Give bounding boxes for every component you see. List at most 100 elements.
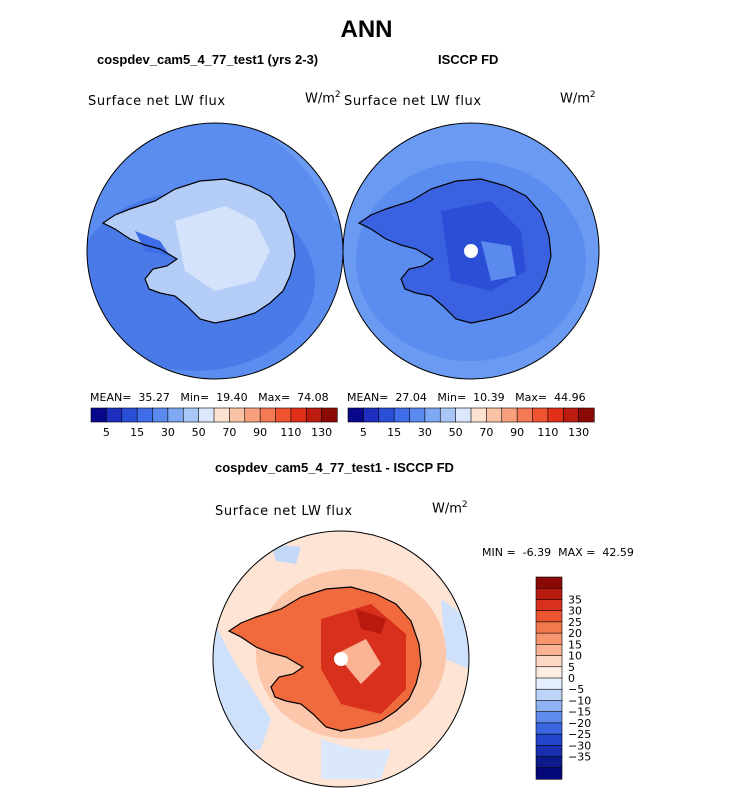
right-colorbar-tick-label: 90 xyxy=(510,426,524,439)
diff-colorbar-tick-label: −20 xyxy=(568,717,591,730)
right-colorbar: 5 15 30 50 70 90 110 130 xyxy=(347,407,595,439)
diff-colorbar-tick-label: −35 xyxy=(568,751,591,764)
right-colorbar-swatch xyxy=(347,407,364,423)
left-units-label: W/m2 xyxy=(305,90,341,107)
left-colorbar-swatch xyxy=(136,407,154,423)
diff-colorbar-swatch xyxy=(535,700,563,713)
right-colorbar-swatch xyxy=(516,407,534,423)
diff-colorbar-tick-label: −30 xyxy=(568,739,591,752)
left-colorbar-swatch xyxy=(229,407,246,423)
left-colorbar-tick-label: 130 xyxy=(311,426,332,439)
diff-colorbar-swatch xyxy=(535,711,563,724)
diff-colorbar-swatch xyxy=(535,644,563,657)
diff-colorbar-tick-label: 5 xyxy=(568,661,575,674)
left-colorbar-swatch xyxy=(198,407,215,423)
diff-panel-title: cospdev_cam5_4_77_test1 - ISCCP FD xyxy=(215,460,454,475)
left-colorbar-swatch xyxy=(152,407,169,423)
diff-colorbar-tick-label: 30 xyxy=(568,605,582,618)
diff-colorbar-swatch xyxy=(535,688,563,702)
right-colorbar-swatch xyxy=(363,407,380,423)
right-variable-label: Surface net LW flux xyxy=(344,94,482,109)
diff-colorbar-swatch xyxy=(535,632,563,645)
diff-colorbar-tick-label: 35 xyxy=(568,593,582,606)
diff-units-label: W/m2 xyxy=(432,500,468,517)
left-colorbar-swatch xyxy=(290,407,307,423)
left-colorbar-swatch xyxy=(275,407,292,423)
right-colorbar-tick-label: 15 xyxy=(387,426,401,439)
right-colorbar-tick-label: 70 xyxy=(479,426,493,439)
diff-colorbar-swatch xyxy=(535,722,563,735)
left-colorbar-swatch xyxy=(90,407,107,423)
diff-colorbar-tick-label: 15 xyxy=(568,638,582,651)
left-stats: MEAN= 35.27 Min= 19.40 Max= 74.08 xyxy=(90,391,329,404)
left-colorbar: 5 15 30 50 70 90 110 130 xyxy=(90,407,338,439)
right-panel-title: ISCCP FD xyxy=(438,52,499,67)
diff-colorbar-tick-label: 25 xyxy=(568,616,582,629)
right-map-pole-hole xyxy=(464,244,478,258)
diff-map-pole-hole xyxy=(334,652,348,666)
left-colorbar-swatch xyxy=(121,407,138,423)
diff-variable-label: Surface net LW flux xyxy=(215,504,353,519)
right-colorbar-tick-label: 5 xyxy=(360,426,367,439)
left-colorbar-swatch xyxy=(321,407,338,423)
right-colorbar-swatch xyxy=(578,407,595,423)
right-colorbar-swatch xyxy=(378,407,395,423)
left-colorbar-tick-label: 70 xyxy=(222,426,236,439)
diff-colorbar-swatch xyxy=(535,621,563,634)
right-colorbar-swatch xyxy=(439,407,457,423)
left-variable-label: Surface net LW flux xyxy=(88,94,226,109)
diff-colorbar-swatch xyxy=(535,599,563,612)
left-colorbar-tick-label: 110 xyxy=(280,426,301,439)
right-polar-map xyxy=(342,122,600,380)
left-polar-map xyxy=(86,122,344,380)
diff-colorbar-tick-label: −25 xyxy=(568,728,591,741)
left-map-plateau xyxy=(175,206,270,291)
left-colorbar-swatch xyxy=(167,407,184,423)
right-colorbar-swatch xyxy=(486,407,503,423)
diff-colorbar-swatch xyxy=(535,756,563,769)
right-colorbar-swatch xyxy=(393,407,411,423)
diff-colorbar-swatch xyxy=(535,610,563,623)
right-colorbar-tick-label: 50 xyxy=(449,426,463,439)
diff-colorbar-tick-label: −15 xyxy=(568,706,591,719)
left-colorbar-tick-label: 90 xyxy=(253,426,267,439)
left-colorbar-tick-label: 5 xyxy=(103,426,110,439)
right-map-mid xyxy=(481,241,516,281)
right-colorbar-swatch xyxy=(532,407,549,423)
left-colorbar-swatch xyxy=(244,407,261,423)
diff-map-max xyxy=(356,609,386,634)
right-colorbar-swatch xyxy=(455,407,472,423)
diff-colorbar-swatch xyxy=(535,733,563,746)
right-colorbar-tick-label: 130 xyxy=(568,426,589,439)
diff-map-negative-north xyxy=(271,544,301,564)
left-colorbar-tick-label: 50 xyxy=(192,426,206,439)
left-colorbar-swatch xyxy=(213,407,230,423)
left-colorbar-swatch xyxy=(106,407,123,423)
right-colorbar-swatch xyxy=(470,407,487,423)
left-colorbar-swatch xyxy=(182,407,200,423)
left-colorbar-tick-label: 15 xyxy=(130,426,144,439)
diff-colorbar-swatch xyxy=(535,576,563,589)
main-title: ANN xyxy=(340,16,393,43)
diff-colorbar-swatch xyxy=(535,767,563,780)
diff-colorbar-tick-label: −10 xyxy=(568,694,591,707)
diff-colorbar-swatch xyxy=(535,677,563,690)
diff-colorbar-swatch xyxy=(535,655,563,668)
diff-colorbar-swatch xyxy=(535,666,563,679)
right-stats: MEAN= 27.04 Min= 10.39 Max= 44.96 xyxy=(347,391,586,404)
diff-colorbar-swatch xyxy=(535,587,563,601)
left-colorbar-swatch xyxy=(259,407,277,423)
right-colorbar-swatch xyxy=(562,407,580,423)
left-panel-title: cospdev_cam5_4_77_test1 (yrs 2-3) xyxy=(97,52,319,67)
diff-colorbar-tick-label: 20 xyxy=(568,627,582,640)
left-colorbar-tick-label: 30 xyxy=(161,426,175,439)
diff-map-border xyxy=(212,530,470,788)
diff-polar-map xyxy=(212,530,470,788)
right-colorbar-swatch xyxy=(501,407,518,423)
right-map-border xyxy=(342,122,600,380)
diff-colorbar-swatch xyxy=(535,745,563,758)
right-colorbar-swatch xyxy=(424,407,441,423)
right-colorbar-tick-label: 30 xyxy=(418,426,432,439)
right-colorbar-swatch xyxy=(547,407,564,423)
